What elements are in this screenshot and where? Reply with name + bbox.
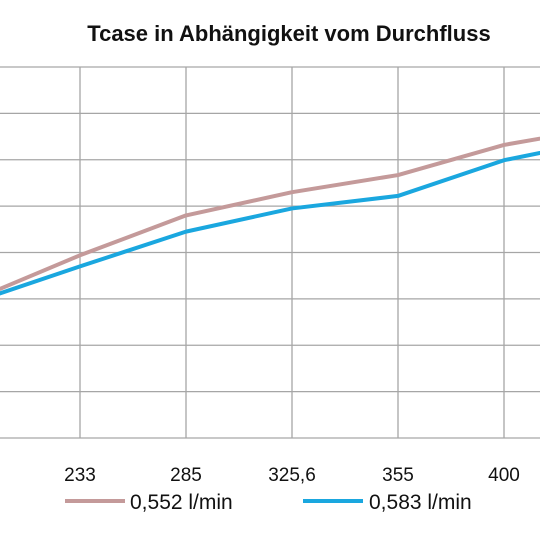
- series-line-2: [0, 150, 540, 296]
- x-tick-label: 285: [170, 465, 202, 486]
- chart-title: Tcase in Abhängigkeit vom Durchfluss: [87, 21, 490, 46]
- x-axis-ticks: 233 285 325,6 355 400: [64, 465, 520, 486]
- legend-label-2: 0,583 l/min: [369, 491, 472, 514]
- grid: [0, 66, 540, 439]
- legend: 0,552 l/min 0,583 l/min: [65, 491, 472, 514]
- x-tick-label: 233: [64, 465, 96, 486]
- x-tick-label: 325,6: [268, 465, 316, 486]
- series-layer: [0, 136, 540, 296]
- x-tick-label: 400: [488, 465, 520, 486]
- legend-label-1: 0,552 l/min: [130, 491, 233, 514]
- series-line-1: [0, 136, 540, 292]
- x-tick-label: 355: [382, 465, 414, 486]
